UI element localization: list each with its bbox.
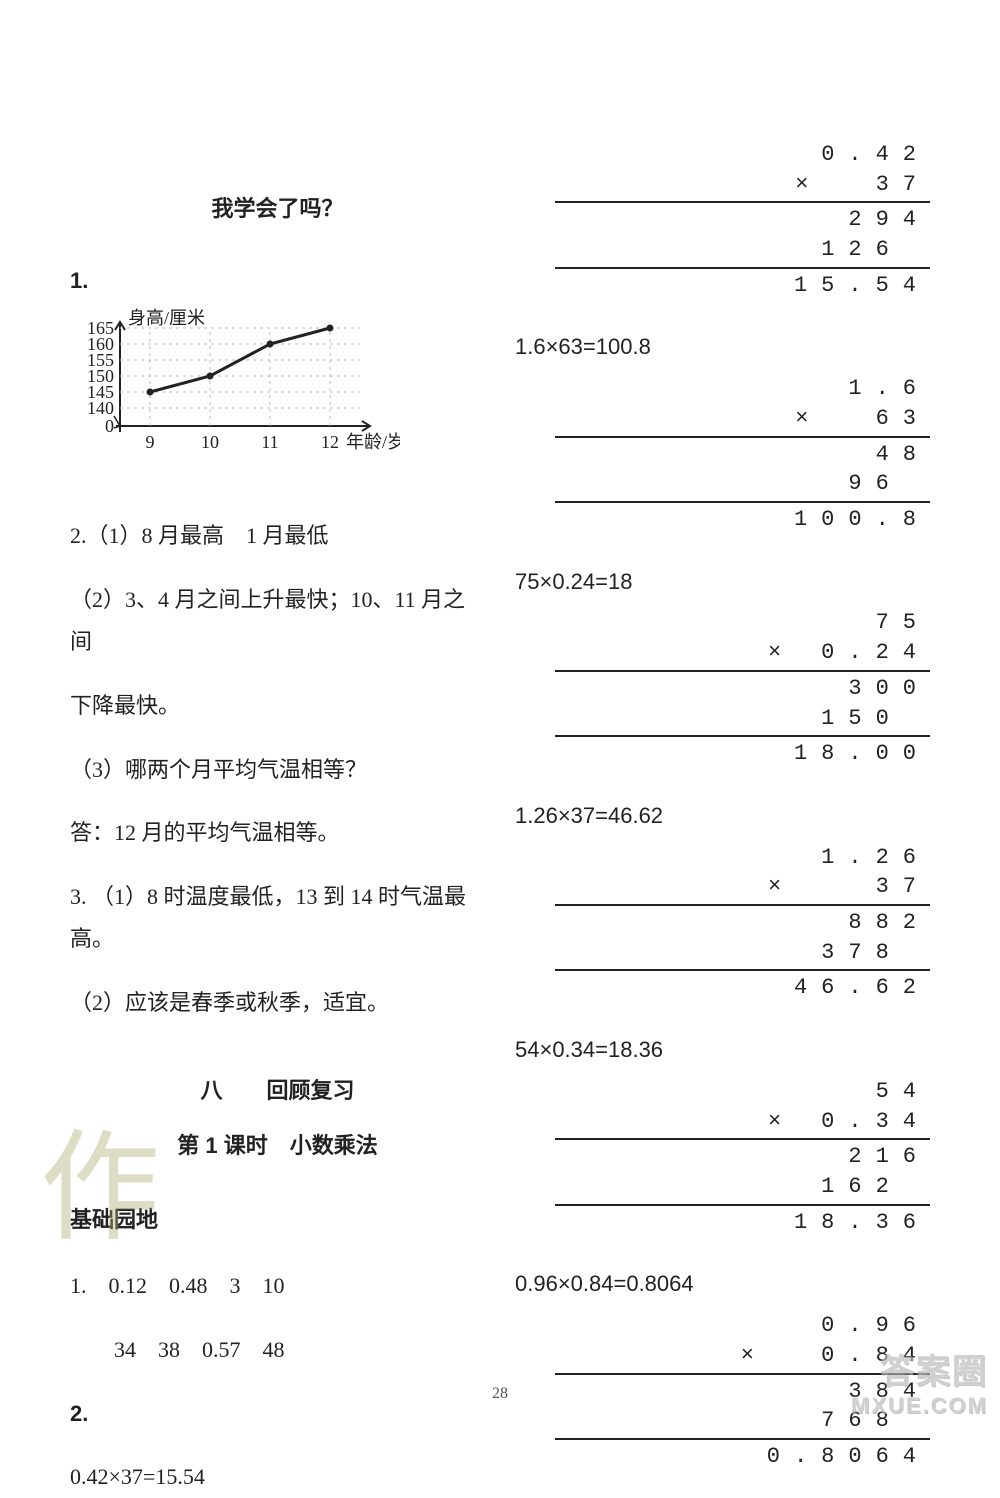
svg-text:140: 140 — [87, 398, 114, 418]
svg-text:9: 9 — [146, 432, 155, 452]
vmul-m2: 1.6 63 48 96 100.8 — [555, 374, 930, 534]
sub-title: 第 1 课时 小数乘法 — [70, 1125, 485, 1167]
vmul-m3: 75 0.24 300 150 18.00 — [555, 608, 930, 768]
m4-r2: 37 — [555, 872, 930, 902]
m6-res: 0.8064 — [555, 1442, 930, 1472]
height-chart: 1651601551501451400身高/厘米9101112年龄/岁 — [70, 308, 485, 492]
q2-line5: 答：12 月的平均气温相等。 — [70, 812, 485, 854]
m2-p2: 96 — [555, 469, 930, 499]
m1-p2: 126 — [555, 235, 930, 265]
m6-eq: 0.96×0.84=0.8064 — [515, 1263, 930, 1305]
section-title: 我学会了吗？ — [70, 188, 485, 230]
page-number: 28 — [0, 1385, 1000, 1403]
rule — [555, 267, 930, 269]
chapter-title: 八 回顾复习 — [70, 1070, 485, 1112]
svg-text:年龄/岁: 年龄/岁 — [346, 432, 400, 452]
p1-line2: 34 38 0.57 48 — [70, 1329, 485, 1371]
q1-label: 1. — [70, 268, 88, 293]
vmul-m1: 0.42 37 294 126 15.54 — [555, 140, 930, 300]
m3-p1: 300 — [555, 674, 930, 704]
rule — [555, 735, 930, 737]
m4-res: 46.62 — [555, 973, 930, 1003]
rule — [555, 904, 930, 906]
m4-p2: 378 — [555, 938, 930, 968]
page: 我学会了吗？ 1. 1651601551501451400身高/厘米910111… — [0, 0, 1000, 1429]
rule — [555, 1373, 930, 1375]
svg-text:12: 12 — [321, 432, 339, 452]
svg-text:11: 11 — [261, 432, 278, 452]
rule — [555, 1438, 930, 1440]
m2-r1: 1.6 — [555, 374, 930, 404]
m3-p2: 150 — [555, 704, 930, 734]
m2-res: 100.8 — [555, 505, 930, 535]
m6-r1: 0.96 — [555, 1311, 930, 1341]
q2-line3: 下降最快。 — [70, 685, 485, 727]
m2-p1: 48 — [555, 440, 930, 470]
m5-r2: 0.34 — [555, 1107, 930, 1137]
rule — [555, 201, 930, 203]
vmul-m5: 54 0.34 216 162 18.36 — [555, 1077, 930, 1237]
chart-svg: 1651601551501451400身高/厘米9101112年龄/岁 — [70, 308, 400, 478]
q3-line1: 3. （1）8 时温度最低，13 到 14 时气温最高。 — [70, 876, 485, 960]
rule — [555, 1204, 930, 1206]
m1-p1: 294 — [555, 205, 930, 235]
right-column: 0.42 37 294 126 15.54 1.6×63=100.8 1.6 6… — [515, 180, 930, 1369]
left-column: 我学会了吗？ 1. 1651601551501451400身高/厘米910111… — [70, 180, 485, 1369]
m1-r1: 0.42 — [555, 140, 930, 170]
m3-eq: 75×0.24=18 — [515, 561, 930, 603]
svg-text:身高/厘米: 身高/厘米 — [128, 308, 205, 328]
m1-r2: 37 — [555, 170, 930, 200]
m4-eq: 1.26×37=46.62 — [515, 795, 930, 837]
rule — [555, 501, 930, 503]
rule — [555, 969, 930, 971]
m3-res: 18.00 — [555, 739, 930, 769]
m1-eq: 0.42×37=15.54 — [70, 1456, 485, 1498]
m3-r1: 75 — [555, 608, 930, 638]
m3-r2: 0.24 — [555, 638, 930, 668]
svg-text:10: 10 — [201, 432, 219, 452]
m6-r2: 0.84 — [555, 1341, 930, 1371]
basic-heading: 基础园地 — [70, 1199, 485, 1241]
rule — [555, 436, 930, 438]
m5-eq: 54×0.34=18.36 — [515, 1029, 930, 1071]
svg-text:0: 0 — [105, 416, 114, 436]
p1-line1: 1. 0.12 0.48 3 10 — [70, 1265, 485, 1307]
m4-p1: 882 — [555, 908, 930, 938]
m5-r1: 54 — [555, 1077, 930, 1107]
rule — [555, 1138, 930, 1140]
m5-res: 18.36 — [555, 1208, 930, 1238]
m5-p2: 162 — [555, 1172, 930, 1202]
q3-line2: （2）应该是春季或秋季，适宜。 — [70, 982, 485, 1024]
question-1: 1. — [70, 260, 485, 302]
m1-res: 15.54 — [555, 271, 930, 301]
m2-r2: 63 — [555, 404, 930, 434]
q2-line1: 2.（1）8 月最高 1 月最低 — [70, 515, 485, 557]
vmul-m4: 1.26 37 882 378 46.62 — [555, 843, 930, 1003]
m2-eq: 1.6×63=100.8 — [515, 326, 930, 368]
m6-p2: 768 — [555, 1406, 930, 1436]
rule — [555, 670, 930, 672]
m4-r1: 1.26 — [555, 843, 930, 873]
q2-line2: （2）3、4 月之间上升最快；10、11 月之间 — [70, 579, 485, 663]
m5-p1: 216 — [555, 1142, 930, 1172]
q2-line4: （3）哪两个月平均气温相等？ — [70, 749, 485, 791]
